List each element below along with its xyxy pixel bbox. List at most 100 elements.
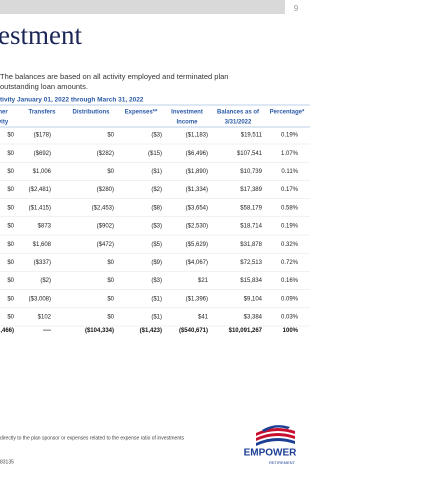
- cell: 0.03%: [281, 315, 299, 321]
- cell: $0: [7, 315, 14, 321]
- logo-name: EMPOWER: [244, 448, 298, 459]
- cell: $0: [7, 205, 14, 211]
- column-header: 3/31/2022: [225, 120, 252, 126]
- cell: 0.11%: [281, 169, 298, 175]
- column-header: Expenses**: [125, 110, 158, 116]
- cell: $1,006: [33, 169, 52, 175]
- page-title: estment: [0, 20, 82, 50]
- cell: $0: [7, 187, 14, 193]
- cell: ($5): [151, 242, 162, 248]
- table: ner vity Transfers Distributions Expenses** I…: [0, 110, 310, 334]
- cell: $102: [38, 315, 52, 321]
- cell: ($2,481): [29, 187, 51, 193]
- cell: $0: [7, 278, 14, 284]
- cell: $1,608: [33, 242, 52, 248]
- cell: $0: [7, 224, 14, 230]
- cell: $0: [107, 169, 114, 175]
- cell: ($1,415): [29, 205, 51, 211]
- cell: $18,714: [240, 224, 262, 230]
- cell: 1.07%: [281, 151, 299, 157]
- cell: ($472): [97, 242, 114, 248]
- cell: $873: [38, 224, 52, 230]
- cell: ($1,396): [186, 296, 208, 302]
- cell: $0: [7, 260, 14, 266]
- logo-mark: [256, 425, 295, 446]
- cell: $0: [107, 315, 114, 321]
- cell: ($3): [151, 278, 162, 284]
- page-number: 9: [294, 4, 299, 13]
- cell: $0: [107, 133, 114, 139]
- cell: 0.17%: [281, 187, 299, 193]
- cell: ($3): [151, 133, 162, 139]
- cell: 0.16%: [281, 278, 299, 284]
- column-header: Balances as of: [217, 110, 260, 116]
- column-header: Transfers: [28, 110, 56, 116]
- cell: 0.32%: [281, 242, 299, 248]
- cell: 0.72%: [281, 260, 299, 266]
- column-header: Distributions: [73, 110, 111, 116]
- total-cell: ($540,671): [179, 328, 208, 334]
- logo-tagline: RETIREMENT: [269, 460, 296, 465]
- cell: ($2): [151, 187, 162, 193]
- cell: ($2,453): [92, 205, 114, 211]
- cell: ($1,334): [186, 187, 208, 193]
- cell: ($902): [97, 224, 114, 230]
- cell: $107,541: [237, 151, 263, 157]
- cell: $17,389: [240, 187, 262, 193]
- cell: $0: [7, 296, 14, 302]
- total-cell: ($1,423): [140, 328, 162, 334]
- cell: ($178): [34, 133, 51, 139]
- cell: $41: [198, 315, 209, 321]
- cell: ($4,067): [186, 260, 208, 266]
- cell: $9,104: [244, 296, 263, 302]
- cell: ($8): [151, 205, 162, 211]
- total-cell: ----: [43, 328, 51, 334]
- cell: $21: [198, 278, 209, 284]
- cell: ($1,890): [186, 169, 208, 175]
- cell: 0.58%: [281, 205, 299, 211]
- cell: 0.09%: [281, 296, 299, 302]
- column-header: Percentage*: [270, 110, 305, 116]
- total-cell: ($104,334): [85, 328, 114, 334]
- total-cell: 100%: [283, 328, 299, 334]
- cell: ($692): [34, 151, 51, 157]
- cell: ($3,008): [29, 296, 51, 302]
- cell: ($15): [148, 151, 162, 157]
- cell: $31,878: [240, 242, 262, 248]
- cell: ($1,183): [186, 133, 208, 139]
- cell: ($280): [97, 187, 114, 193]
- cell: 0.19%: [281, 224, 299, 230]
- column-header: Income: [176, 120, 198, 126]
- cell: ($6,496): [186, 151, 208, 157]
- cell: ($2,530): [186, 224, 208, 230]
- cell: ($282): [97, 151, 114, 157]
- cell: 0.19%: [281, 133, 299, 139]
- cell: $0: [107, 278, 114, 284]
- footnote: directly to the plan sponsor or expenses…: [0, 435, 184, 441]
- total-cell: $10,091,267: [229, 328, 263, 334]
- cell: $15,834: [240, 278, 262, 284]
- cell: $0: [107, 296, 114, 302]
- cell: $72,513: [240, 260, 262, 266]
- cell: $0: [7, 151, 14, 157]
- cell: ($337): [34, 260, 51, 266]
- column-header: vity: [0, 120, 9, 126]
- cell: ($2): [40, 278, 51, 284]
- cell: ($3): [151, 224, 162, 230]
- cell: $0: [107, 260, 114, 266]
- cell: ($1): [151, 315, 162, 321]
- cell: ($1): [151, 169, 162, 175]
- cell: $58,179: [240, 205, 262, 211]
- column-header: Investment: [171, 110, 203, 116]
- intro-line: The balances are based on all activity e…: [0, 72, 228, 81]
- top-bar: [0, 0, 285, 14]
- cell: ($1): [151, 296, 162, 302]
- cell: $10,739: [240, 169, 262, 175]
- table-caption: tivity January 01, 2022 through March 31…: [0, 97, 144, 104]
- cell: ($3,654): [186, 205, 208, 211]
- intro-line: outstanding loan amounts.: [0, 82, 88, 91]
- cell: $0: [7, 242, 14, 248]
- column-header: ner: [0, 110, 8, 116]
- cell: ($5,629): [186, 242, 208, 248]
